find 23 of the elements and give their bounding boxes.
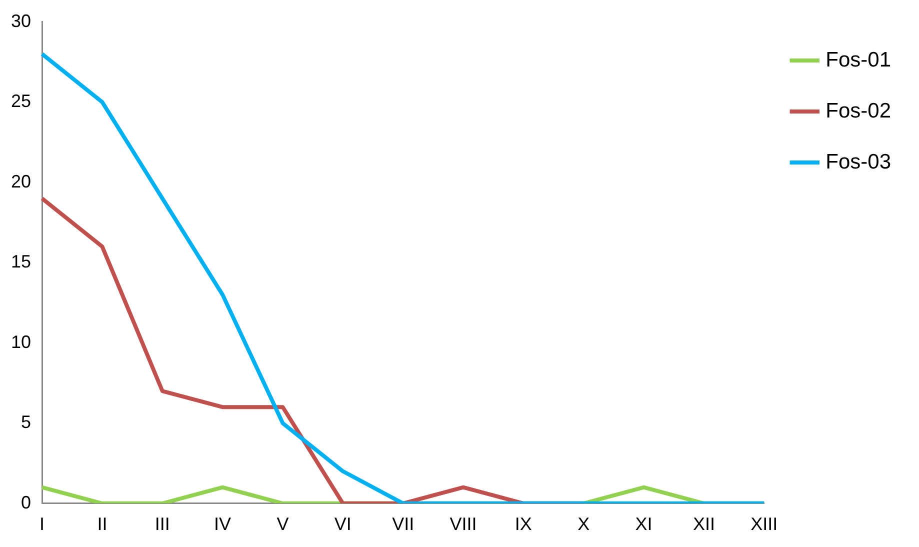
x-tick-label: VII [392, 514, 414, 534]
y-tick-label: 10 [10, 332, 32, 352]
x-tick-label: I [40, 514, 45, 534]
y-tick-label: 20 [10, 171, 32, 192]
legend-label: Fos-03 [826, 150, 891, 174]
x-tick-label: VIII [450, 514, 477, 534]
x-tick-label: IV [214, 514, 232, 534]
x-tick-label: XII [692, 514, 715, 534]
x-tick-label: X [578, 514, 590, 534]
y-tick-label: 15 [10, 252, 32, 272]
y-tick-label: 25 [10, 91, 32, 112]
y-tick-label: 30 [10, 10, 32, 31]
x-tick-label: V [276, 514, 289, 534]
legend-label: Fos-02 [826, 99, 891, 122]
x-tick-label: XI [635, 514, 652, 534]
legend-label: Fos-01 [826, 48, 891, 72]
x-tick-label: VI [334, 514, 352, 534]
x-tick-label: XIII [750, 514, 778, 534]
x-tick-label: III [154, 514, 170, 534]
x-tick-label: II [97, 514, 108, 534]
x-tick-label: IX [514, 514, 532, 534]
y-tick-label: 5 [21, 412, 32, 432]
y-tick-label: 0 [21, 492, 32, 512]
